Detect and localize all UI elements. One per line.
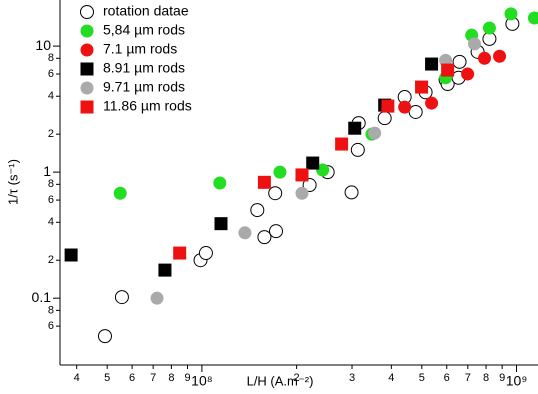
point [408,104,423,119]
point [64,248,78,262]
y-tick-label: 6 [48,194,54,206]
point [150,291,164,305]
legend-label: 11.86 µm rods [103,98,192,114]
y-tick-label: 4 [48,90,54,102]
point [344,185,359,200]
point [461,67,475,81]
x-tick-label: 7 [465,372,471,384]
point [425,96,439,110]
y-axis-label: 1/τ (s⁻¹) [5,159,20,205]
legend-marker [80,43,94,57]
legend-label: 9.71 µm rods [103,79,185,95]
point [425,57,439,71]
legend-marker [80,100,94,114]
x-tick-label: 5 [419,372,425,384]
point [452,54,467,69]
point [158,263,172,277]
point [335,137,349,151]
x-tick-label: 9 [184,372,190,384]
point [415,80,429,94]
x-tick-label: 8 [483,372,489,384]
y-tick-label: 4 [48,216,54,228]
point [257,175,271,189]
point [316,163,330,177]
x-tick-label: 3 [349,372,355,384]
y-tick-label: 8 [48,178,54,190]
point [381,99,395,113]
point [441,63,455,77]
point [398,100,412,114]
point [504,7,518,21]
legend-label: rotation datae [103,3,189,19]
point [97,329,112,344]
y-tick-label: 8 [48,304,54,316]
x-tick-label: 10⁸ [191,373,213,389]
point [114,290,129,305]
x-axis-label: L/H (A.m⁻²) [247,373,314,388]
x-tick-label: 6 [444,372,450,384]
point [113,186,127,200]
point [214,217,228,231]
legend-label: 5,84 µm rods [103,22,185,38]
point [238,226,252,240]
point [302,178,317,193]
point [467,37,481,51]
point [377,111,392,126]
x-tick-label: 4 [74,372,80,384]
point [368,126,382,140]
y-tick-label: 6 [48,320,54,332]
point [482,21,496,35]
x-tick-label: 9 [499,372,505,384]
legend-label: 7.1 µm rods [103,41,177,57]
legend-marker [80,81,94,95]
y-tick-label: 10 [35,37,51,53]
x-tick-label: 2 [294,372,300,384]
point [350,142,365,157]
x-tick-label: 4 [388,372,394,384]
point [198,246,213,261]
point [257,230,272,245]
x-tick-label: 6 [129,372,135,384]
point [493,49,507,63]
y-tick-label: 8 [48,52,54,64]
y-tick-label: 1 [43,163,51,179]
point [348,121,362,135]
legend-marker [80,62,94,76]
y-tick-label: 6 [48,68,54,80]
point [478,51,492,65]
point [306,156,320,170]
x-tick-label: 8 [168,372,174,384]
y-tick-label: 2 [48,128,54,140]
legend-marker [80,5,94,19]
point [250,203,265,218]
y-tick-label: 0.1 [32,289,52,305]
point [295,186,309,200]
x-tick-label: 5 [104,372,110,384]
point [295,168,309,182]
point [173,246,187,260]
point [273,165,287,179]
x-tick-label: 10⁹ [506,373,528,389]
legend-marker [80,24,94,38]
point [527,11,538,25]
x-tick-label: 7 [150,372,156,384]
point [269,224,284,239]
y-tick-label: 2 [48,254,54,266]
point [213,176,227,190]
legend-label: 8.91 µm rods [103,60,185,76]
point [268,186,283,201]
